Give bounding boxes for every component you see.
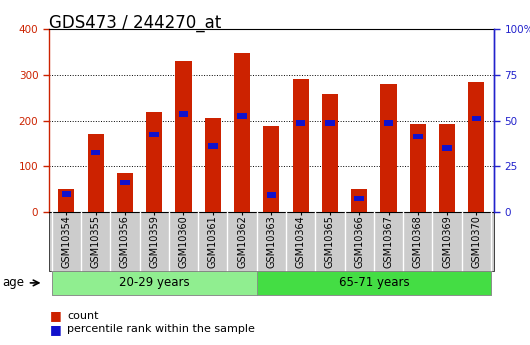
Text: GSM10370: GSM10370 bbox=[471, 215, 481, 268]
Bar bbox=[146, 112, 162, 212]
Text: GSM10365: GSM10365 bbox=[325, 215, 335, 268]
Bar bbox=[58, 189, 74, 212]
Text: count: count bbox=[67, 311, 99, 321]
Text: 20-29 years: 20-29 years bbox=[119, 276, 190, 289]
Bar bbox=[442, 146, 452, 151]
Bar bbox=[296, 120, 305, 126]
Bar bbox=[410, 125, 426, 212]
Bar bbox=[472, 116, 481, 121]
Bar bbox=[237, 114, 247, 119]
Text: GSM10354: GSM10354 bbox=[61, 215, 72, 268]
Bar bbox=[355, 196, 364, 201]
Bar bbox=[384, 120, 393, 126]
Text: GSM10364: GSM10364 bbox=[296, 215, 306, 268]
Text: GSM10355: GSM10355 bbox=[91, 215, 101, 268]
Bar bbox=[469, 82, 484, 212]
Text: GSM10368: GSM10368 bbox=[413, 215, 423, 268]
Bar bbox=[175, 61, 191, 212]
Bar bbox=[381, 84, 396, 212]
Bar bbox=[439, 125, 455, 212]
Bar bbox=[117, 173, 133, 212]
Bar bbox=[267, 192, 276, 198]
Bar bbox=[149, 132, 159, 137]
Text: GSM10366: GSM10366 bbox=[354, 215, 364, 268]
Text: GSM10362: GSM10362 bbox=[237, 215, 247, 268]
Text: GDS473 / 244270_at: GDS473 / 244270_at bbox=[49, 14, 221, 32]
Bar bbox=[234, 53, 250, 212]
Bar bbox=[208, 143, 218, 149]
Text: GSM10361: GSM10361 bbox=[208, 215, 218, 268]
Bar bbox=[120, 180, 130, 185]
Text: ■: ■ bbox=[50, 309, 62, 322]
Text: age: age bbox=[3, 276, 25, 289]
Text: 65-71 years: 65-71 years bbox=[339, 276, 409, 289]
Text: GSM10367: GSM10367 bbox=[384, 215, 393, 268]
Bar bbox=[322, 94, 338, 212]
Bar bbox=[351, 189, 367, 212]
Bar bbox=[413, 134, 422, 139]
Text: ■: ■ bbox=[50, 323, 62, 336]
Text: GSM10356: GSM10356 bbox=[120, 215, 130, 268]
Text: GSM10369: GSM10369 bbox=[442, 215, 452, 268]
Bar bbox=[179, 111, 188, 117]
Bar bbox=[325, 120, 335, 126]
Bar bbox=[263, 126, 279, 212]
Text: percentile rank within the sample: percentile rank within the sample bbox=[67, 325, 255, 334]
Bar bbox=[293, 79, 308, 212]
Bar bbox=[61, 191, 71, 197]
Text: GSM10359: GSM10359 bbox=[149, 215, 159, 268]
Text: GSM10363: GSM10363 bbox=[267, 215, 276, 268]
Bar bbox=[205, 118, 221, 212]
Bar bbox=[91, 150, 101, 156]
Bar bbox=[87, 135, 104, 212]
Text: GSM10360: GSM10360 bbox=[179, 215, 189, 268]
